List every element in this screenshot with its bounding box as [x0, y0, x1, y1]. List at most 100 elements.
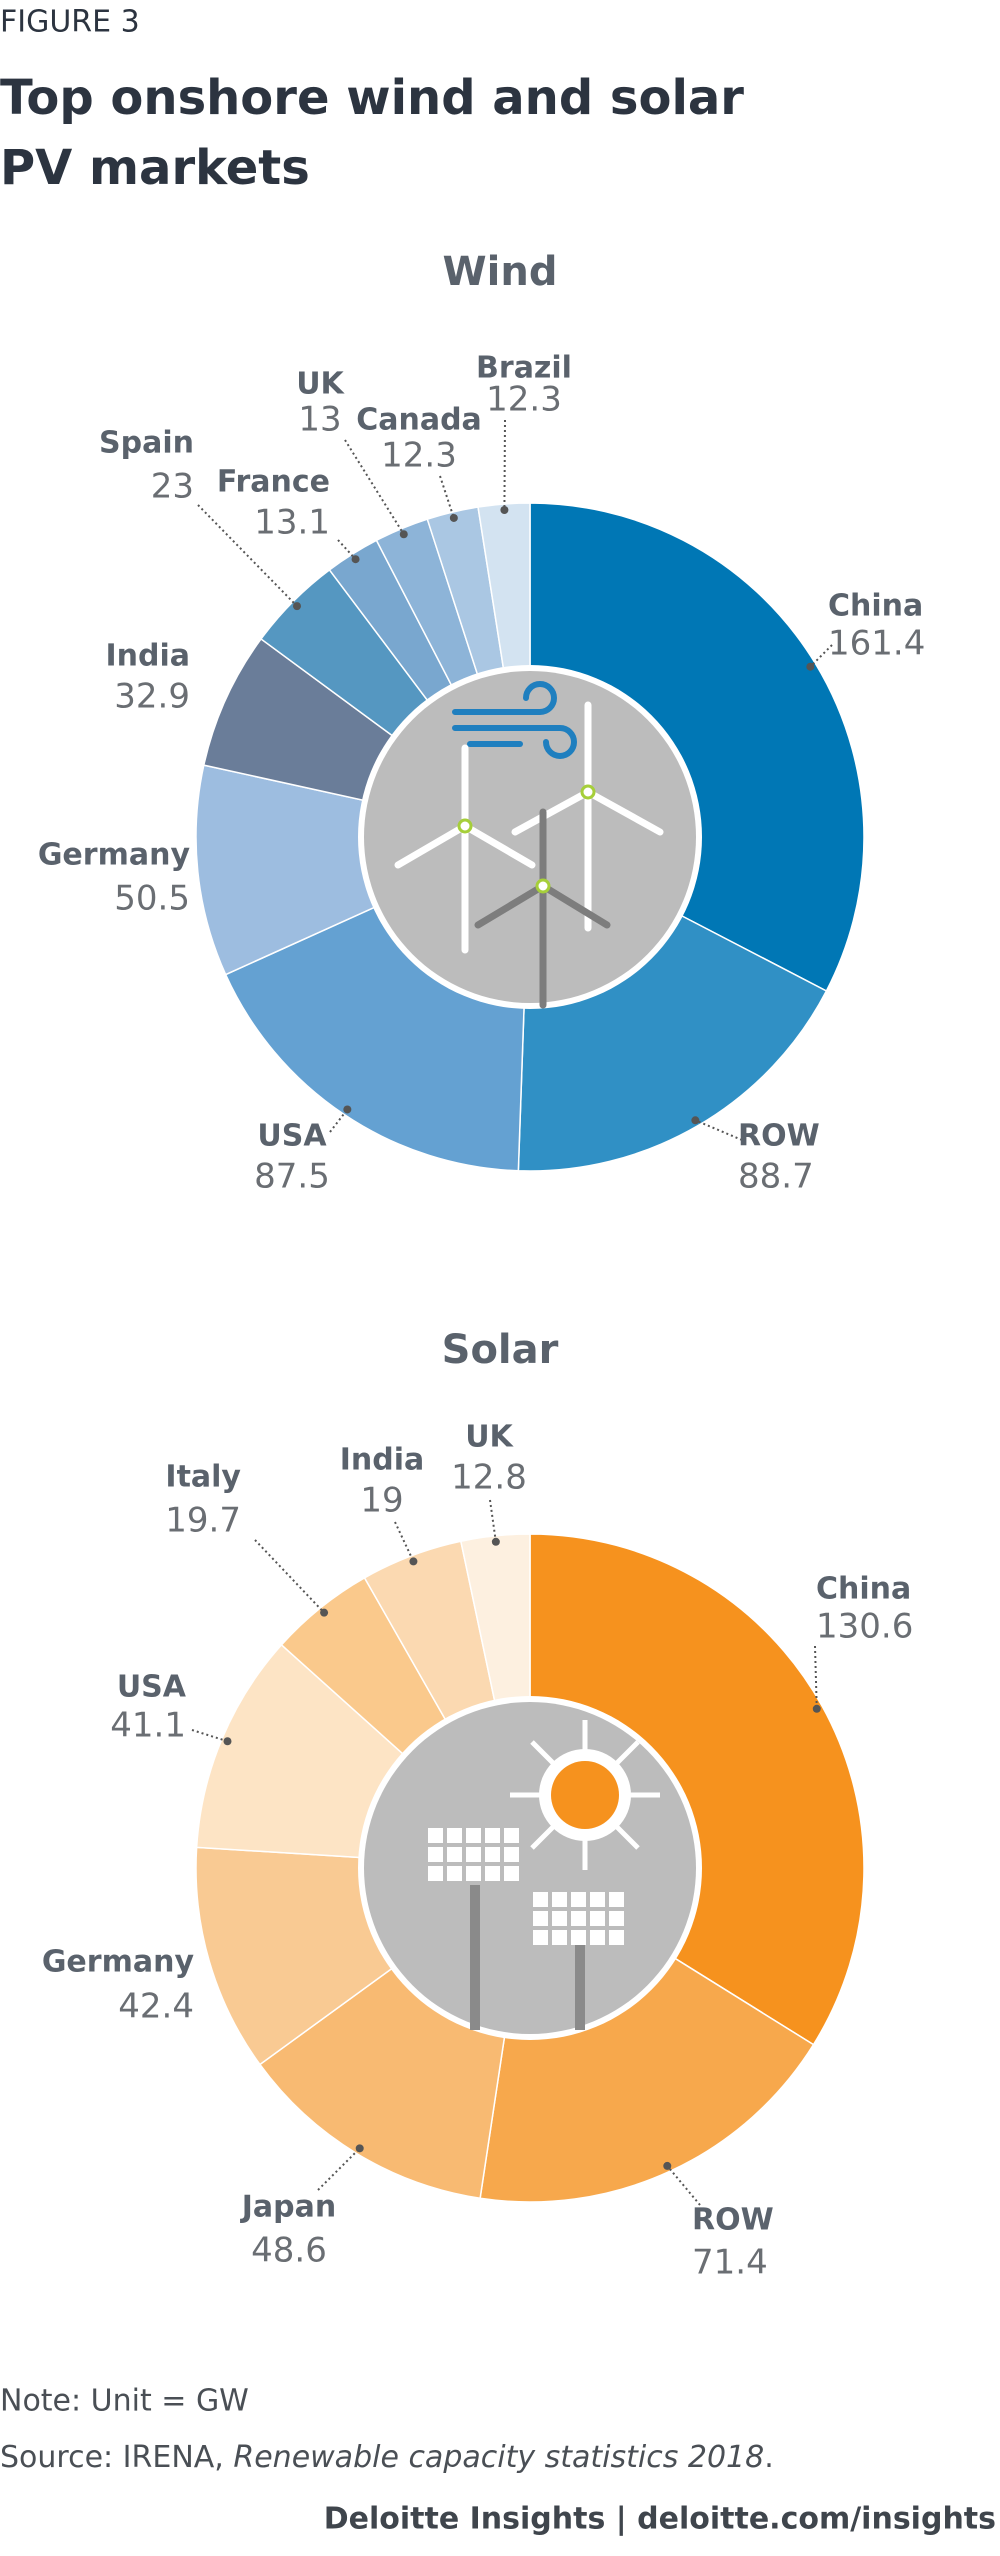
- value-label: 50.5: [114, 879, 190, 919]
- panel-cell: [485, 1866, 500, 1881]
- chart-title: Wind: [443, 249, 558, 295]
- panel-cell: [447, 1828, 462, 1843]
- leader-line: [439, 475, 455, 519]
- title: PV markets: [0, 140, 310, 196]
- footer: Deloitte Insights | deloitte.com/insight…: [324, 2502, 996, 2537]
- category-label: France: [217, 465, 330, 500]
- title: Top onshore wind and solar: [0, 70, 744, 126]
- category-label: China: [816, 1572, 911, 1607]
- leader-line: [666, 2165, 701, 2206]
- panel-cell: [552, 1892, 567, 1907]
- leader-dot: [343, 1105, 352, 1114]
- panel-cell: [428, 1828, 443, 1843]
- leader-dot: [223, 1737, 232, 1746]
- panel-cell: [590, 1892, 605, 1907]
- source-title: Renewable capacity statistics 2018: [233, 2440, 764, 2475]
- value-label: 48.6: [251, 2231, 327, 2271]
- panel-cell: [552, 1911, 567, 1926]
- panel-cell: [447, 1847, 462, 1862]
- leader-line: [394, 1521, 415, 1562]
- leader-dot: [663, 2161, 672, 2170]
- leader-line: [809, 644, 833, 668]
- value-label: 12.8: [451, 1458, 527, 1498]
- leader-dot: [812, 1704, 821, 1713]
- solar-icon: [428, 1720, 660, 2030]
- panel-cell: [428, 1866, 443, 1881]
- leader-dot: [293, 602, 302, 611]
- panel-cell: [504, 1847, 519, 1862]
- source-suffix: .: [764, 2440, 774, 2475]
- category-label: ROW: [692, 2203, 774, 2238]
- leader-line: [344, 439, 405, 535]
- category-label: Spain: [99, 426, 194, 461]
- panel-cell: [504, 1866, 519, 1881]
- value-label: 13.1: [254, 503, 330, 543]
- panel-cell: [485, 1847, 500, 1862]
- leader-line: [191, 1729, 228, 1743]
- leader-line: [197, 504, 298, 607]
- leader-line: [337, 539, 357, 560]
- panel-cell: [609, 1930, 624, 1945]
- panel-cell: [571, 1892, 586, 1907]
- category-label: China: [828, 589, 923, 624]
- panel-cell: [552, 1930, 567, 1945]
- value-label: 42.4: [118, 1987, 194, 2027]
- value-label: 161.4: [828, 624, 925, 664]
- category-label: Italy: [165, 1460, 241, 1495]
- leader-line: [814, 1645, 818, 1709]
- panel-cell: [609, 1911, 624, 1926]
- value-label: 41.1: [110, 1706, 186, 1746]
- source: Source: IRENA, Renewable capacity statis…: [0, 2440, 774, 2475]
- category-label: Brazil: [476, 351, 572, 386]
- source-prefix: Source: IRENA,: [0, 2440, 233, 2475]
- leader-dot: [449, 513, 458, 522]
- leader-dot: [355, 2144, 364, 2153]
- value-label: 87.5: [254, 1157, 330, 1197]
- value-label: 130.6: [816, 1607, 913, 1647]
- category-label: Germany: [42, 1945, 195, 1980]
- panel-cell: [609, 1892, 624, 1907]
- panel-cell: [590, 1911, 605, 1926]
- value-label: 19: [360, 1481, 403, 1521]
- leader-line: [317, 2147, 361, 2191]
- panel-cell: [533, 1930, 548, 1945]
- category-label: USA: [117, 1670, 187, 1705]
- center-disc: [364, 671, 696, 1003]
- leader-dot: [320, 1608, 329, 1617]
- value-label: 12.3: [381, 436, 457, 476]
- chart-title: Solar: [442, 1327, 559, 1373]
- leader-dot: [500, 506, 509, 515]
- category-label: ROW: [738, 1119, 820, 1154]
- category-label: Canada: [356, 403, 482, 438]
- center-disc: [364, 1702, 696, 2034]
- leader-dot: [399, 530, 408, 539]
- leader-line: [489, 1499, 497, 1542]
- category-label: UK: [465, 1420, 514, 1455]
- panel-cell: [504, 1828, 519, 1843]
- leader-line: [694, 1119, 743, 1141]
- value-label: 88.7: [738, 1157, 814, 1197]
- leader-line: [503, 419, 506, 511]
- category-label: USA: [257, 1119, 327, 1154]
- panel-cell: [466, 1847, 481, 1862]
- leader-dot: [691, 1116, 700, 1125]
- panel-cell: [466, 1866, 481, 1881]
- panel-cell: [533, 1911, 548, 1926]
- panel-cell: [533, 1892, 548, 1907]
- panel-cell: [428, 1847, 443, 1862]
- category-label: India: [105, 639, 190, 674]
- value-label: 32.9: [114, 677, 190, 717]
- panel-cell: [571, 1911, 586, 1926]
- panel-cell: [447, 1866, 462, 1881]
- leader-dot: [351, 555, 360, 564]
- panel-cell: [466, 1828, 481, 1843]
- charts: WindChina161.4ROW88.7USA87.5Germany50.5I…: [38, 249, 926, 2283]
- category-label: Germany: [38, 838, 191, 873]
- panel-cell: [485, 1828, 500, 1843]
- category-label: India: [340, 1443, 425, 1478]
- leader-dot: [806, 662, 815, 671]
- category-label: Japan: [240, 2190, 336, 2225]
- figure-label: FIGURE 3: [0, 5, 140, 40]
- leader-dot: [491, 1537, 500, 1546]
